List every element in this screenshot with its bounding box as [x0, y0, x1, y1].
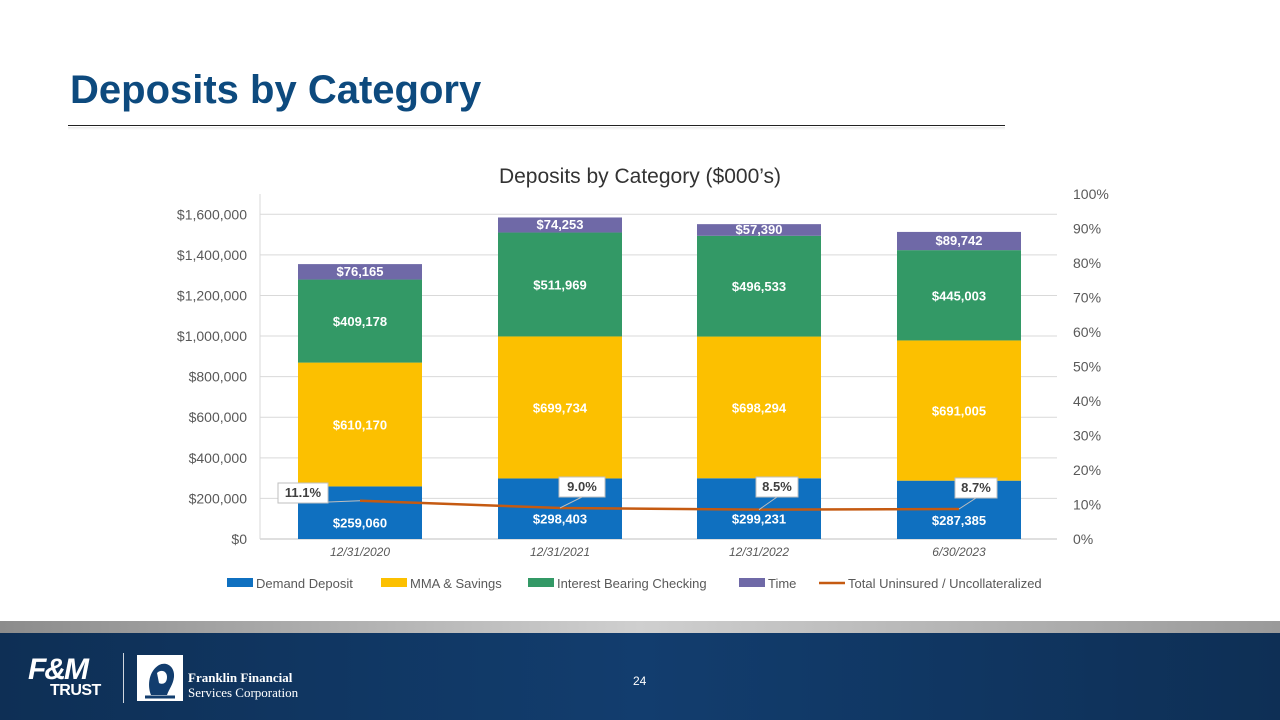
logo-divider [123, 653, 124, 703]
y-tick-label: $1,400,000 [177, 247, 247, 263]
title-divider-shadow [68, 127, 1005, 130]
data-label-uninsured: 9.0% [567, 479, 597, 494]
y2-tick-label: 0% [1073, 531, 1093, 547]
data-label-uninsured: 8.5% [762, 479, 792, 494]
y-tick-label: $600,000 [189, 409, 248, 425]
y-tick-label: $200,000 [189, 490, 248, 506]
footer-separator [0, 621, 1280, 633]
callout-box [954, 477, 998, 499]
legend-label: Interest Bearing Checking [557, 576, 707, 591]
bar-segment-mma-savings [897, 340, 1021, 481]
legend-label: Demand Deposit [256, 576, 353, 591]
line-total-uninsured [359, 499, 960, 511]
data-label-interest-bearing-checking: $445,003 [932, 288, 986, 303]
bar-segment-time [697, 224, 821, 236]
callout-pointer [958, 497, 977, 510]
page-number: 24 [633, 674, 647, 688]
bar-segment-interest-bearing-checking [897, 250, 1021, 341]
data-label-mma-savings: $610,170 [333, 418, 387, 433]
data-label-interest-bearing-checking: $511,969 [533, 277, 587, 292]
chart-title: Deposits by Category ($000’s) [499, 165, 781, 188]
deposits-chart: Deposits by Category ($000’s) $0 $200,000 $… [177, 165, 1109, 591]
legend-swatch [227, 578, 253, 587]
data-label-time: $76,165 [337, 264, 384, 279]
data-label-mma-savings: $699,734 [533, 400, 588, 415]
x-tick-label: 6/30/2023 [932, 545, 986, 559]
data-label-demand-deposit: $298,403 [533, 512, 587, 527]
callout-pointer [758, 496, 778, 511]
y2-tick-label: 20% [1073, 462, 1101, 478]
data-label-time: $57,390 [736, 222, 783, 237]
y2-tick-label: 70% [1073, 290, 1101, 306]
x-tick-label: 12/31/2020 [330, 545, 390, 559]
ffsc-logo-line2: Services Corporation [188, 685, 299, 700]
legend-label: Total Uninsured / Uncollateralized [848, 576, 1042, 591]
x-tick-label: 12/31/2021 [530, 545, 590, 559]
legend-swatch [739, 578, 765, 587]
data-label-demand-deposit: $299,231 [732, 512, 786, 527]
bar-segment-time [298, 264, 422, 280]
franklin-portrait-icon [137, 655, 183, 701]
y2-tick-label: 60% [1073, 324, 1101, 340]
data-label-uninsured: 8.7% [961, 480, 991, 495]
x-tick-label: 12/31/2022 [729, 545, 789, 559]
legend-label: Time [768, 576, 796, 591]
legend-swatch [381, 578, 407, 587]
callout-box [558, 476, 606, 498]
y2-tick-label: 40% [1073, 393, 1101, 409]
legend-swatch [528, 578, 554, 587]
callout-box [755, 476, 799, 498]
fm-trust-logo: F&M TRUST [28, 655, 101, 699]
y2-tick-label: 80% [1073, 255, 1101, 271]
ffsc-logo-text: Franklin Financial Services Corporation [188, 670, 298, 700]
data-label-demand-deposit: $259,060 [333, 516, 387, 531]
fm-logo-text: F&M [28, 653, 89, 686]
bar-segment-interest-bearing-checking [498, 232, 622, 337]
bar-segment-interest-bearing-checking [697, 235, 821, 337]
y2-tick-label: 10% [1073, 497, 1101, 513]
title-divider [68, 125, 1005, 126]
y2-tick-label: 100% [1073, 186, 1109, 202]
y2-tick-label: 90% [1073, 221, 1101, 237]
data-label-mma-savings: $698,294 [732, 400, 787, 415]
bar-segment-interest-bearing-checking [298, 279, 422, 363]
page-title: Deposits by Category [70, 68, 482, 112]
y2-tick-label: 30% [1073, 428, 1101, 444]
data-label-interest-bearing-checking: $496,533 [732, 279, 786, 294]
bar-segment-mma-savings [498, 336, 622, 479]
data-label-uninsured: 11.1% [285, 485, 322, 500]
bar-segment-mma-savings [697, 336, 821, 479]
data-label-interest-bearing-checking: $409,178 [333, 314, 387, 329]
data-label-time: $89,742 [936, 233, 983, 248]
y-tick-label: $1,600,000 [177, 206, 247, 222]
callout-pointer [559, 496, 583, 509]
y-tick-label: $0 [231, 531, 247, 547]
bar-segment-mma-savings [298, 362, 422, 487]
callout-box [277, 482, 329, 504]
y2-tick-label: 50% [1073, 359, 1101, 375]
data-label-demand-deposit: $287,385 [932, 513, 986, 528]
y-tick-label: $1,200,000 [177, 287, 247, 303]
bar-segment-time [498, 217, 622, 233]
footer-bar: F&M TRUST Franklin Financial Services Co… [0, 633, 1280, 720]
ffsc-logo-line1: Franklin Financial [188, 670, 293, 685]
data-label-time: $74,253 [537, 217, 584, 232]
bar-segment-time [897, 231, 1021, 251]
trust-logo-text: TRUST [50, 682, 101, 699]
legend-label: MMA & Savings [410, 576, 502, 591]
data-label-mma-savings: $691,005 [932, 404, 986, 419]
y-tick-label: $800,000 [189, 369, 248, 385]
y-tick-label: $1,000,000 [177, 328, 247, 344]
y-tick-label: $400,000 [189, 450, 248, 466]
